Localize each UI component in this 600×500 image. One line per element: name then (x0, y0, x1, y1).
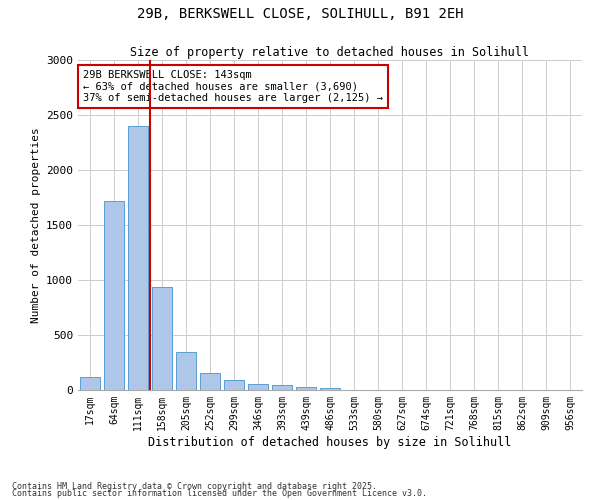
Title: Size of property relative to detached houses in Solihull: Size of property relative to detached ho… (131, 46, 530, 59)
Bar (152, 286, 172, 390)
Bar (104, 201, 124, 390)
Text: 29B BERKSWELL CLOSE: 143sqm
← 63% of detached houses are smaller (3,690)
37% of : 29B BERKSWELL CLOSE: 143sqm ← 63% of det… (83, 70, 383, 103)
X-axis label: Distribution of detached houses by size in Solihull: Distribution of detached houses by size … (148, 436, 512, 448)
Text: Contains HM Land Registry data © Crown copyright and database right 2025.: Contains HM Land Registry data © Crown c… (12, 482, 377, 491)
Bar (128, 126, 148, 390)
Bar (176, 352, 196, 390)
Text: Contains public sector information licensed under the Open Government Licence v3: Contains public sector information licen… (12, 490, 427, 498)
Y-axis label: Number of detached properties: Number of detached properties (31, 127, 41, 323)
Text: 29B, BERKSWELL CLOSE, SOLIHULL, B91 2EH: 29B, BERKSWELL CLOSE, SOLIHULL, B91 2EH (137, 8, 463, 22)
Bar (80, 377, 100, 390)
Bar (296, 386, 316, 390)
Bar (248, 384, 268, 390)
Bar (320, 388, 340, 390)
Bar (224, 380, 244, 390)
Bar (200, 373, 220, 390)
Bar (272, 385, 292, 390)
